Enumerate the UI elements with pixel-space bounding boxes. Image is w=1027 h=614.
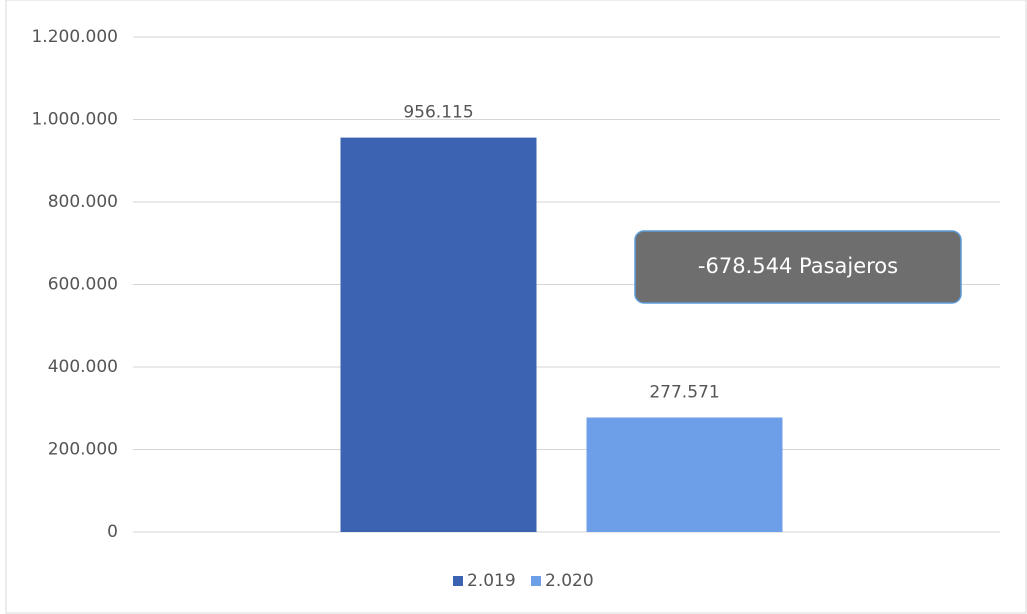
legend-label: 2.020	[545, 571, 594, 591]
legend-swatch	[453, 576, 463, 586]
bar	[586, 417, 783, 532]
bar	[340, 137, 537, 532]
data-label: 277.571	[649, 383, 719, 403]
y-tick-label: 800.000	[48, 192, 118, 212]
data-label: 956.115	[403, 103, 473, 123]
y-tick-label: 0	[107, 522, 118, 542]
y-tick-label: 200.000	[48, 440, 118, 460]
y-tick-label: 1.000.000	[31, 110, 118, 130]
y-tick-label: 600.000	[48, 275, 118, 295]
legend-label: 2.019	[467, 571, 516, 591]
y-tick-label: 400.000	[48, 357, 118, 377]
y-tick-label: 1.200.000	[31, 27, 118, 47]
annotation-box	[634, 230, 962, 304]
legend-swatch	[531, 576, 541, 586]
annotation: -678.544 Pasajeros	[698, 254, 898, 278]
